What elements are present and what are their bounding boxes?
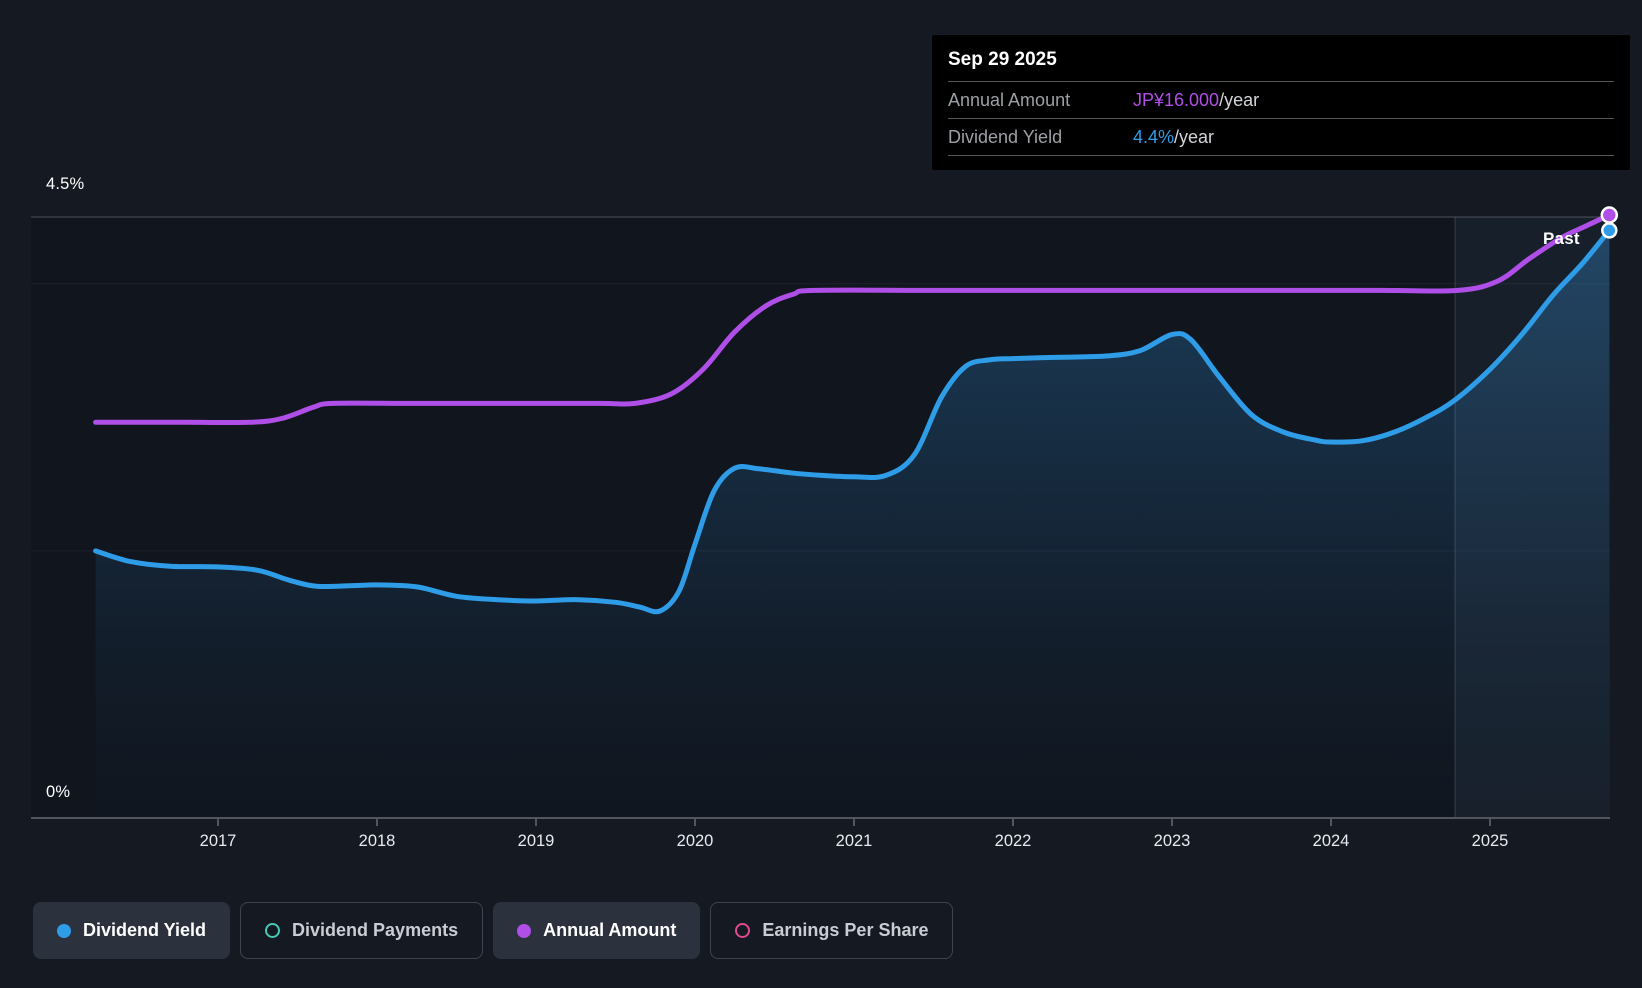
tooltip-row-suffix: /year bbox=[1174, 126, 1215, 147]
y-axis-label-bottom: 0% bbox=[46, 783, 71, 801]
tooltip-row-value: JP¥16.000 bbox=[1133, 89, 1220, 110]
legend-label: Earnings Per Share bbox=[762, 920, 929, 940]
legend-label: Annual Amount bbox=[543, 920, 677, 940]
tooltip-divider bbox=[948, 81, 1614, 82]
dividend-yield-area bbox=[95, 230, 1610, 818]
legend-button-dividend-yield[interactable]: Dividend Yield bbox=[33, 902, 231, 959]
chart-tooltip: Sep 29 2025 Annual Amount JP¥16.000/year D… bbox=[932, 35, 1630, 170]
past-period-highlight bbox=[1455, 217, 1610, 818]
legend-button-earnings-per-share[interactable]: Earnings Per Share bbox=[710, 902, 954, 959]
tooltip-row-suffix: /year bbox=[1219, 89, 1260, 110]
x-axis bbox=[31, 817, 1610, 826]
y-axis-label-top: 4.5% bbox=[46, 175, 85, 193]
x-axis-label: 2022 bbox=[994, 832, 1032, 850]
x-axis-label: 2020 bbox=[676, 832, 714, 850]
tooltip-divider bbox=[948, 118, 1614, 119]
tooltip-divider bbox=[948, 155, 1614, 156]
legend-label: Dividend Payments bbox=[292, 920, 459, 940]
past-label: Past bbox=[1543, 229, 1580, 248]
x-axis-label: 2024 bbox=[1312, 832, 1350, 850]
x-axis-label: 2017 bbox=[199, 832, 237, 850]
series-end-markers bbox=[1600, 206, 1619, 239]
x-axis-label: 2025 bbox=[1471, 832, 1509, 850]
open-circle-icon bbox=[735, 923, 751, 938]
tooltip-row: Dividend Yield 4.4%/year bbox=[948, 119, 1614, 155]
filled-circle-icon bbox=[517, 923, 532, 938]
filled-circle-icon bbox=[57, 923, 71, 938]
dividend-yield-line bbox=[93, 227, 1612, 615]
open-circle-icon bbox=[265, 923, 281, 938]
tooltip-date: Sep 29 2025 bbox=[948, 49, 1057, 70]
tooltip-row: Annual Amount JP¥16.000/year bbox=[948, 82, 1614, 118]
legend-button-dividend-payments[interactable]: Dividend Payments bbox=[240, 902, 484, 959]
chart-legend: Dividend Yield Dividend Payments Annual Am… bbox=[33, 902, 954, 959]
legend-label: Dividend Yield bbox=[83, 920, 207, 940]
annual-amount-line bbox=[93, 212, 1612, 426]
x-axis-label: 2023 bbox=[1153, 832, 1191, 850]
legend-button-annual-amount[interactable]: Annual Amount bbox=[493, 902, 701, 959]
x-axis-label: 2019 bbox=[517, 832, 555, 850]
tooltip-row-label: Dividend Yield bbox=[948, 126, 1063, 147]
x-axis-label: 2018 bbox=[358, 832, 396, 850]
x-axis-label: 2021 bbox=[835, 832, 873, 850]
tooltip-row-label: Annual Amount bbox=[948, 89, 1071, 110]
tooltip-row-value: 4.4% bbox=[1133, 126, 1175, 147]
